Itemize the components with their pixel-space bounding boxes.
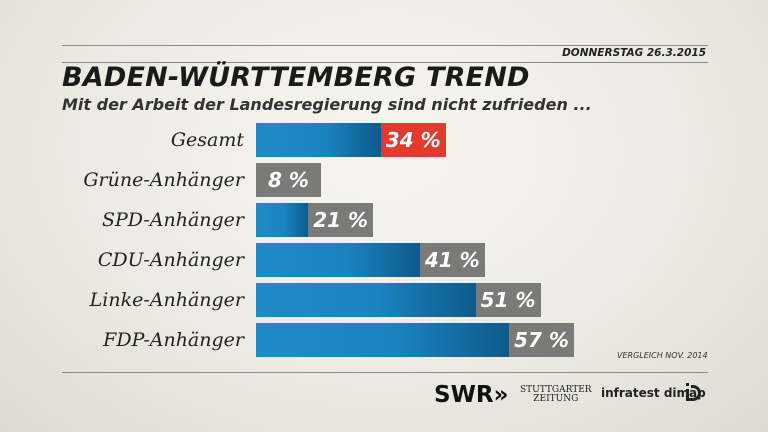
bar	[256, 283, 476, 317]
value-label: 51 %	[475, 283, 541, 317]
swr-logo-text: SWR	[434, 382, 494, 408]
category-label: FDP-Anhänger	[103, 329, 244, 351]
category-label: Linke-Anhänger	[89, 289, 244, 311]
stuttgarter-zeitung-logo: STUTTGARTER ZEITUNG	[520, 386, 592, 404]
bar	[256, 323, 510, 357]
value-label: 34 %	[380, 123, 446, 157]
value-label: 21 %	[308, 203, 374, 237]
category-label: CDU-Anhänger	[97, 249, 244, 271]
footer-rule	[62, 372, 708, 373]
page-title: BADEN-WÜRTTEMBERG TREND	[62, 62, 530, 93]
swr-logo: SWR»	[434, 382, 509, 408]
date-rule-top	[62, 45, 708, 46]
footnote: VERGLEICH NOV. 2014	[617, 351, 708, 360]
bar	[256, 203, 309, 237]
infratest-mark-icon	[686, 383, 701, 401]
infratest-logo: infratest dimap	[601, 386, 706, 400]
value-label: 8 %	[256, 163, 321, 197]
category-label: Gesamt	[170, 129, 244, 151]
stuttgarter-line2: ZEITUNG	[533, 394, 579, 404]
subtitle: Mit der Arbeit der Landesregierung sind …	[62, 95, 592, 114]
date: DONNERSTAG 26.3.2015	[562, 47, 706, 59]
value-label: 41 %	[419, 243, 485, 277]
category-label: Grüne-Anhänger	[83, 169, 244, 191]
stuttgarter-line1: STUTTGARTER	[520, 385, 592, 395]
swr-arrows-icon: »	[493, 382, 509, 408]
date-rule-bottom	[62, 62, 708, 63]
value-label: 57 %	[509, 323, 575, 357]
bar	[256, 123, 381, 157]
category-label: SPD-Anhänger	[101, 209, 244, 231]
bar	[256, 243, 420, 277]
